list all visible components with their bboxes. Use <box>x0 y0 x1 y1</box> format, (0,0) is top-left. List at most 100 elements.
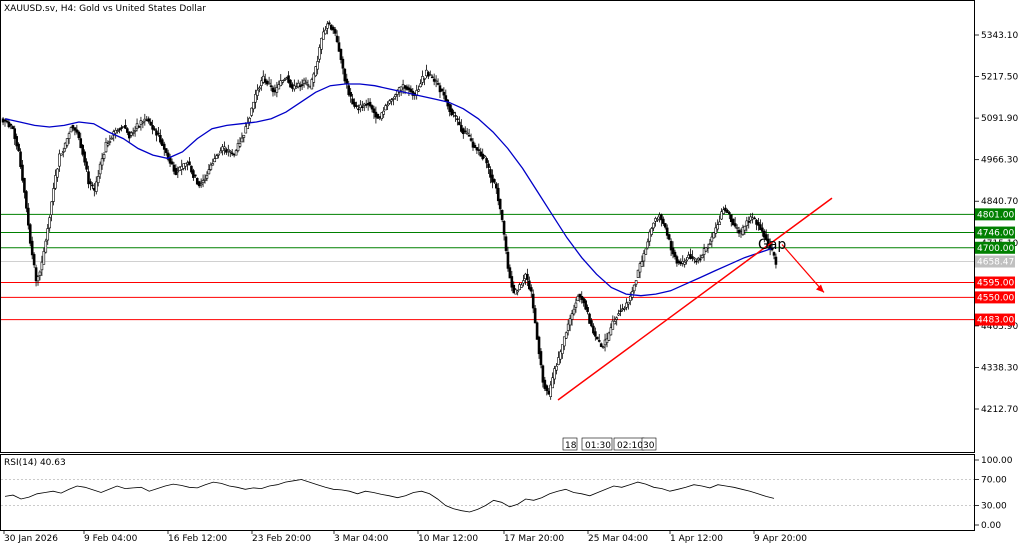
candle-body <box>304 81 308 84</box>
candle-body <box>495 183 498 189</box>
candle-body <box>230 152 234 155</box>
candle-body <box>56 168 59 178</box>
candle-body <box>339 48 343 60</box>
candle-body <box>159 134 162 143</box>
candle-body <box>568 318 572 326</box>
candle-body <box>213 158 217 163</box>
candle-body <box>223 146 226 149</box>
candle-body <box>300 84 304 86</box>
candle-body <box>695 260 698 263</box>
candle-body <box>710 236 714 242</box>
candle-body <box>124 125 127 129</box>
candle-body <box>561 344 564 354</box>
candle-body <box>240 137 244 143</box>
level-label: 4483.00 <box>977 316 1014 326</box>
candle-body <box>698 258 702 261</box>
level-label-box <box>975 291 1015 304</box>
candle-body <box>328 22 331 25</box>
candle-body <box>15 136 18 147</box>
candle-body <box>774 256 778 265</box>
candle-body <box>592 325 595 334</box>
rsi-tick-label: 0.00 <box>981 521 1001 531</box>
candle-body <box>409 88 413 92</box>
level-label-box <box>975 313 1015 326</box>
time-tick-label: 9 Apr 20:00 <box>754 534 807 544</box>
time-tick-label: 25 Mar 04:00 <box>588 534 648 544</box>
candle-body <box>539 351 543 366</box>
candle-body <box>601 346 605 349</box>
candle-body <box>634 280 638 285</box>
chart-title: XAUUSD.sv, H4: Gold vs United States Dol… <box>4 4 206 14</box>
candle-body <box>625 302 628 308</box>
candle-body <box>731 218 735 226</box>
candle-body <box>636 269 640 278</box>
candle-body <box>71 125 75 129</box>
candle-body <box>590 320 593 327</box>
candle-body <box>487 163 490 168</box>
current-price-box <box>975 255 1015 268</box>
candle-body <box>714 227 718 234</box>
candle-body <box>508 267 512 279</box>
candle-body <box>353 101 356 107</box>
level-label: 4700.00 <box>977 244 1014 254</box>
candle-body <box>199 183 203 186</box>
candle-body <box>190 165 193 173</box>
candle-body <box>448 104 451 113</box>
candle-body <box>279 80 283 86</box>
candle-body <box>671 247 675 255</box>
candle-body <box>564 332 568 339</box>
candle-body <box>129 132 133 136</box>
candle-body <box>242 134 246 138</box>
candle-body <box>632 284 636 292</box>
candle-body <box>258 87 261 90</box>
candle-body <box>287 75 290 83</box>
candle-body <box>320 37 323 50</box>
candle-body <box>576 296 580 302</box>
rsi-line-layer <box>4 479 775 513</box>
candle-body <box>254 94 257 103</box>
candle-body <box>500 209 504 220</box>
candle-body <box>660 214 663 221</box>
candle-body <box>722 209 725 214</box>
candle-body <box>423 78 426 80</box>
price-axis: 5343.105217.505091.904966.304840.704715.… <box>974 31 1018 415</box>
candle-body <box>238 143 242 147</box>
candle-body <box>772 252 776 256</box>
rsi-panel-frame <box>0 454 975 531</box>
candle-body <box>729 214 733 223</box>
candle-body <box>194 174 197 177</box>
candle-body <box>652 222 655 229</box>
candle-body <box>531 293 535 309</box>
candle-body <box>759 224 762 231</box>
candle-body <box>506 251 510 269</box>
candle-body <box>741 227 745 235</box>
candle-body <box>91 184 94 187</box>
candle-body <box>306 84 310 86</box>
candle-body <box>58 153 61 167</box>
candle-body <box>48 217 51 229</box>
candle-body <box>21 164 24 181</box>
candle-body <box>11 126 15 130</box>
candle-body <box>34 267 38 282</box>
candle-body <box>17 143 20 152</box>
candle-body <box>477 149 481 151</box>
candle-body <box>166 152 170 160</box>
candle-body <box>149 121 152 126</box>
candle-body <box>475 147 479 151</box>
candle-body <box>549 384 552 397</box>
candle-body <box>726 209 729 213</box>
candle-body <box>263 78 267 83</box>
candle-body <box>512 284 516 294</box>
candle-body <box>81 144 84 155</box>
candle-body <box>454 115 457 117</box>
candle-body <box>442 91 446 96</box>
candle-body <box>40 261 44 271</box>
level-label-box <box>975 276 1015 289</box>
candle-body <box>704 247 708 252</box>
candle-body <box>572 308 576 315</box>
candle-body <box>27 207 30 226</box>
candle-body <box>73 127 77 131</box>
candle-body <box>126 128 129 133</box>
candle-body <box>559 351 562 360</box>
